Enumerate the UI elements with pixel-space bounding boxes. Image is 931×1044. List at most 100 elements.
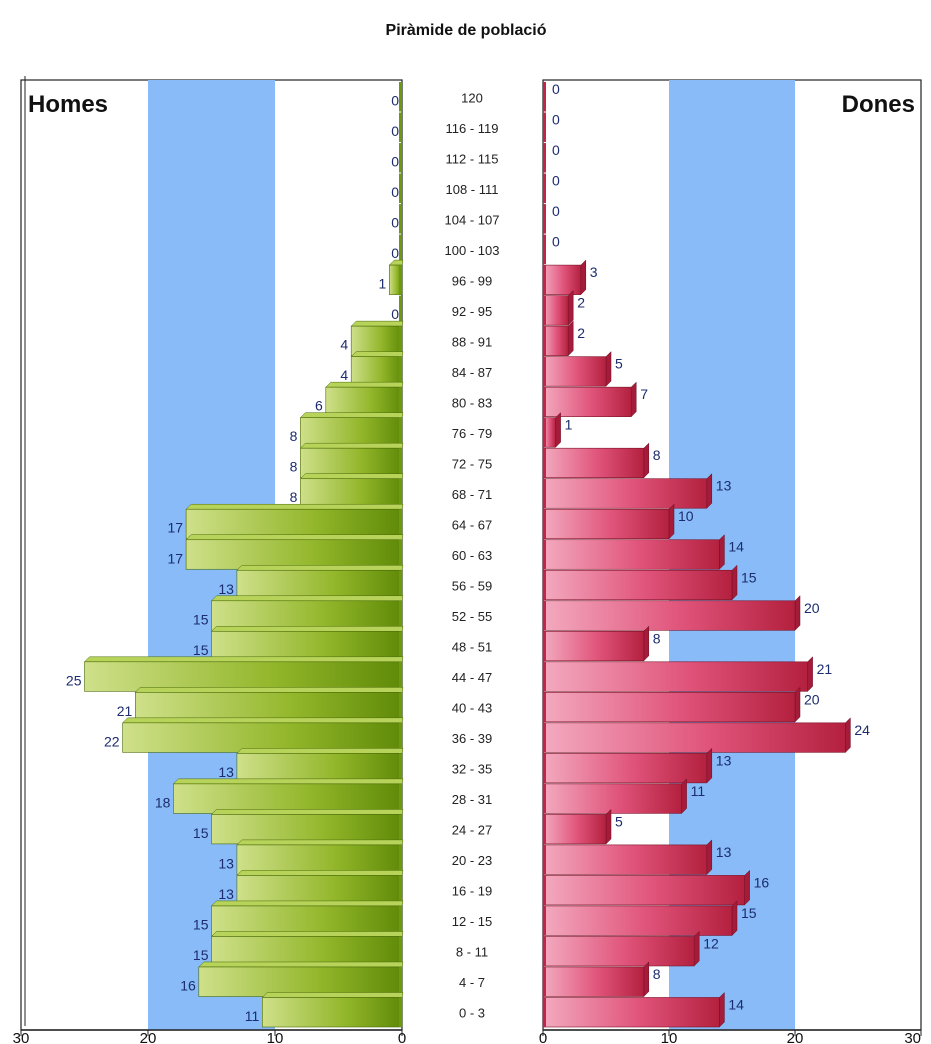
x-tick-label: 10 (661, 1030, 678, 1044)
male-bar (236, 569, 403, 601)
female-bar (542, 966, 645, 997)
female-bar-side (567, 290, 574, 326)
male-axis-edge (399, 265, 402, 295)
male-value-label: 0 (391, 93, 399, 109)
female-axis-edge (543, 295, 546, 326)
age-group-label: 12 - 15 (452, 914, 492, 929)
male-axis-edge (399, 600, 402, 631)
female-bar-side (580, 259, 587, 296)
male-axis-edge (399, 875, 402, 905)
male-bar-top (210, 595, 404, 602)
female-bar (542, 264, 582, 295)
male-axis-edge (399, 966, 402, 997)
male-axis-edge (399, 936, 402, 966)
age-group-label: 40 - 43 (452, 701, 492, 716)
male-bar (236, 753, 403, 784)
male-bar (122, 722, 403, 753)
age-group-labels: 120 116 - 119 112 - 115 108 - 111 104 - 107 1… (445, 90, 500, 1020)
x-tick-label: 20 (140, 1030, 157, 1044)
female-bar-side (845, 717, 851, 753)
male-bar (261, 997, 403, 1028)
female-axis-edge (543, 356, 546, 387)
age-group-label: 116 - 119 (445, 121, 498, 136)
male-axis-edge (399, 631, 402, 661)
male-axis-edge (399, 143, 402, 173)
female-value-label: 21 (817, 661, 833, 677)
male-bar-top (172, 778, 404, 785)
male-bar (350, 325, 403, 356)
female-value-label: 5 (615, 813, 623, 829)
female-value-label: 13 (716, 478, 732, 494)
age-group-label: 20 - 23 (452, 853, 492, 868)
male-bar-top (236, 839, 404, 846)
male-bar-top (299, 473, 404, 479)
female-bar (542, 814, 607, 845)
x-axis-ticks: 30 20 10 0 0 10 20 30 (13, 1030, 922, 1044)
female-bar-side (605, 808, 612, 845)
female-bar-side (555, 412, 561, 448)
male-bar (236, 844, 403, 875)
male-axis-edge (399, 722, 402, 753)
age-group-label: 84 - 87 (452, 365, 492, 380)
male-bar-top (185, 534, 404, 540)
female-axis-edge (543, 173, 546, 204)
male-value-label: 8 (290, 428, 298, 444)
male-bar (173, 783, 403, 814)
female-axis-edge (543, 326, 546, 356)
female-value-label: 24 (854, 722, 870, 738)
female-bar-side (731, 900, 738, 937)
male-value-label: 15 (193, 947, 209, 963)
female-value-label: 13 (716, 844, 732, 860)
female-bar (542, 630, 645, 662)
male-value-label: 15 (193, 642, 209, 658)
age-group-label: 64 - 67 (452, 517, 492, 532)
male-bar (84, 661, 403, 692)
male-bar (350, 356, 403, 387)
female-value-label: 0 (552, 234, 560, 250)
male-axis-edge (399, 692, 402, 722)
female-value-label: 20 (804, 691, 820, 707)
male-axis-edge (399, 509, 402, 539)
male-value-label: 17 (168, 550, 184, 566)
x-tick-label: 0 (398, 1030, 406, 1044)
female-bar (542, 753, 708, 784)
age-group-label: 80 - 83 (452, 395, 492, 410)
male-axis-edge (399, 82, 402, 112)
male-bar (211, 630, 403, 662)
male-value-label: 4 (340, 367, 348, 383)
female-bar (542, 447, 645, 479)
male-value-label: 8 (290, 489, 298, 505)
male-axis-edge (399, 661, 402, 692)
male-value-label: 13 (218, 855, 234, 871)
female-bar-side (681, 778, 687, 814)
female-axis-edge (543, 143, 546, 173)
female-bar-side (693, 930, 700, 967)
female-bar (542, 997, 720, 1028)
age-group-label: 16 - 19 (452, 884, 492, 899)
x-tick-label: 30 (904, 1030, 921, 1044)
female-value-label: 2 (577, 325, 585, 341)
age-group-label: 108 - 111 (445, 182, 498, 197)
male-bar-top (210, 931, 404, 937)
male-bar (185, 539, 403, 570)
male-axis-edge (399, 753, 402, 783)
male-value-label: 13 (218, 764, 234, 780)
female-axis-edge (543, 753, 546, 783)
female-bar-side (706, 747, 713, 784)
female-value-label: 5 (615, 356, 623, 372)
female-bar-side (706, 839, 713, 876)
age-group-label: 4 - 7 (459, 975, 485, 990)
male-axis-edge (399, 295, 402, 326)
male-bar (198, 966, 403, 997)
female-bar (542, 875, 745, 906)
x-tick-label: 0 (539, 1030, 547, 1044)
female-series-label: Dones (842, 91, 915, 118)
female-value-label: 7 (640, 386, 648, 402)
male-axis-edge (399, 448, 402, 478)
female-bar (542, 661, 808, 692)
female-axis-edge (543, 234, 546, 265)
male-bar-top (236, 870, 404, 876)
female-value-label: 20 (804, 600, 820, 616)
female-value-label: 0 (552, 173, 560, 189)
male-value-label: 15 (193, 611, 209, 627)
